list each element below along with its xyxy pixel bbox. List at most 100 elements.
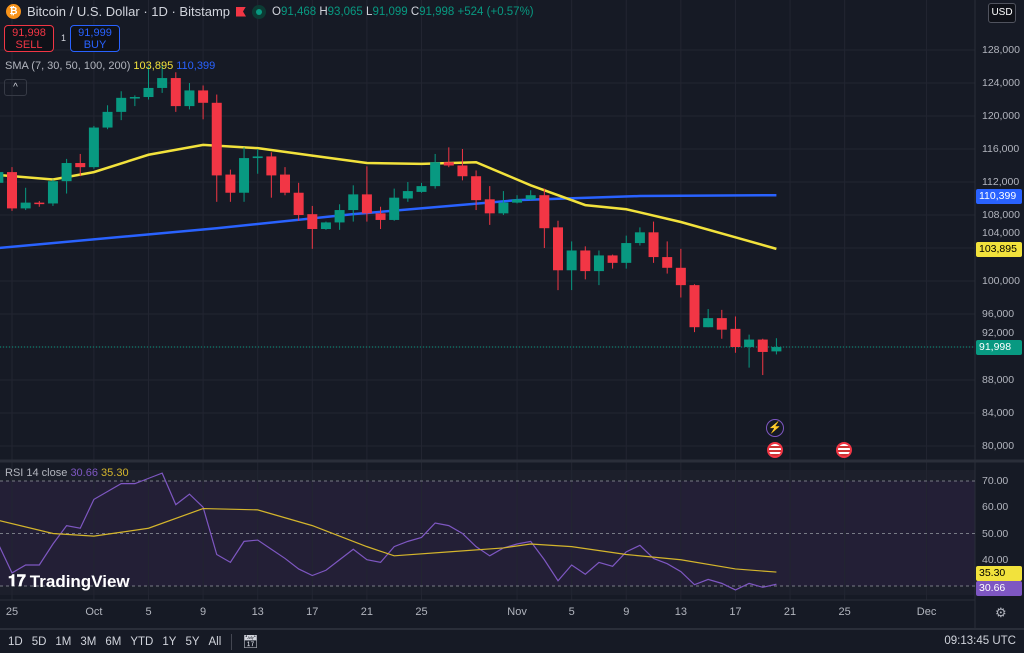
candle (348, 194, 359, 211)
lightning-event-icon[interactable]: ⚡ (766, 419, 784, 437)
candle (75, 163, 86, 168)
candle (607, 255, 618, 263)
candle (375, 213, 386, 220)
price-label: 84,000 (982, 407, 1015, 419)
candle (662, 257, 673, 268)
rsi-level-label: 40.00 (982, 553, 1009, 566)
candle (320, 222, 331, 230)
sma-blue-line (0, 193, 777, 250)
price-label: 96,000 (982, 308, 1015, 320)
price-label: 116,000 (982, 143, 1020, 155)
rsi-line (0, 472, 777, 591)
candle (293, 192, 304, 215)
us-flag-event-icon[interactable] (767, 442, 783, 458)
candle (621, 243, 632, 263)
candle (498, 202, 509, 214)
candle (20, 202, 31, 209)
candle (430, 162, 441, 187)
candle (116, 97, 127, 112)
candle (471, 176, 482, 201)
buy-button[interactable]: 91,999 BUY (70, 25, 120, 52)
price-label: 128,000 (982, 44, 1020, 56)
calendar-icon[interactable]: 📅︎ (242, 633, 259, 649)
candle (593, 255, 604, 272)
date-label: 13 (251, 606, 264, 618)
range-button-1d[interactable]: 1D (8, 635, 23, 648)
candle (525, 195, 536, 200)
flag-icon[interactable] (236, 6, 246, 17)
candle (198, 90, 209, 103)
candle (280, 174, 290, 193)
price-label: 80,000 (982, 440, 1015, 452)
settings-gear-icon[interactable]: ⚙ (995, 605, 1007, 620)
sma-legend[interactable]: SMA (7, 30, 50, 100, 200) 103,895 110,39… (5, 60, 216, 72)
range-button-1m[interactable]: 1M (55, 635, 72, 648)
range-button-6m[interactable]: 6M (105, 635, 122, 648)
candle (225, 174, 236, 193)
rsi-tag: 30.66 (976, 581, 1022, 596)
last-price-tag: 91,998 (976, 340, 1022, 355)
date-label: 9 (200, 606, 207, 618)
sma-yellow-tag: 103,895 (976, 242, 1022, 257)
price-label: 92,000 (982, 327, 1015, 339)
price-label: 104,000 (982, 227, 1020, 239)
price-label: 120,000 (982, 110, 1020, 122)
rsi-level-label: 50.00 (982, 527, 1009, 540)
range-button-5d[interactable]: 5D (31, 635, 47, 648)
price-label: 108,000 (982, 209, 1020, 221)
currency-button[interactable]: USD (988, 3, 1016, 23)
date-label: 9 (623, 606, 630, 618)
candle (648, 232, 659, 258)
candle (757, 339, 768, 352)
candle (252, 156, 263, 159)
candle (61, 163, 72, 182)
date-label: 21 (360, 606, 374, 618)
bitcoin-icon: ₿ (6, 4, 21, 19)
candle (239, 158, 250, 193)
date-label: 25 (415, 606, 428, 618)
range-button-all[interactable]: All (208, 635, 222, 648)
symbol-title[interactable]: Bitcoin / U.S. Dollar · 1D · Bitstamp (27, 4, 230, 19)
candle (334, 210, 345, 223)
us-flag-event-icon[interactable] (836, 442, 852, 458)
date-label: 21 (783, 606, 797, 618)
candle (730, 328, 741, 347)
price-label: 124,000 (982, 77, 1020, 89)
candle (566, 250, 577, 271)
candle (170, 78, 181, 107)
collapse-legend-button[interactable]: ^ (4, 79, 27, 96)
tradingview-logo[interactable]: 𝟏𝟕 TradingView (8, 572, 130, 591)
sell-button[interactable]: 91,998 SELL (4, 25, 54, 52)
range-button-ytd[interactable]: YTD (130, 635, 154, 648)
candle (484, 199, 495, 214)
candle (102, 111, 113, 128)
date-label: Dec (916, 606, 937, 618)
sma-yellow-line (0, 143, 777, 251)
range-button-5y[interactable]: 5Y (185, 635, 200, 648)
candle (580, 250, 591, 272)
date-label: 5 (568, 606, 575, 618)
candle (129, 97, 140, 99)
candle (539, 195, 550, 229)
quantity: 1 (61, 33, 67, 43)
candle (553, 227, 563, 271)
tradingview-icon: 𝟏𝟕 (8, 573, 26, 590)
range-button-1y[interactable]: 1Y (162, 635, 177, 648)
date-label: 25 (838, 606, 851, 618)
candle (689, 285, 700, 328)
clock[interactable]: 09:13:45 UTC (944, 635, 1016, 647)
candle (47, 181, 58, 204)
candle (7, 172, 17, 209)
range-button-3m[interactable]: 3M (80, 635, 97, 648)
candle (716, 318, 727, 330)
candle (88, 127, 99, 168)
candle (184, 90, 195, 107)
rsi-ma-tag: 35.30 (976, 566, 1022, 581)
candle (402, 191, 413, 199)
date-label: 5 (145, 606, 152, 618)
rsi-level-label: 60.00 (982, 501, 1009, 514)
market-status-icon[interactable] (252, 4, 266, 19)
date-label: Oct (85, 606, 103, 618)
rsi-legend[interactable]: RSI 14 close 30.66 35.30 (5, 467, 129, 479)
